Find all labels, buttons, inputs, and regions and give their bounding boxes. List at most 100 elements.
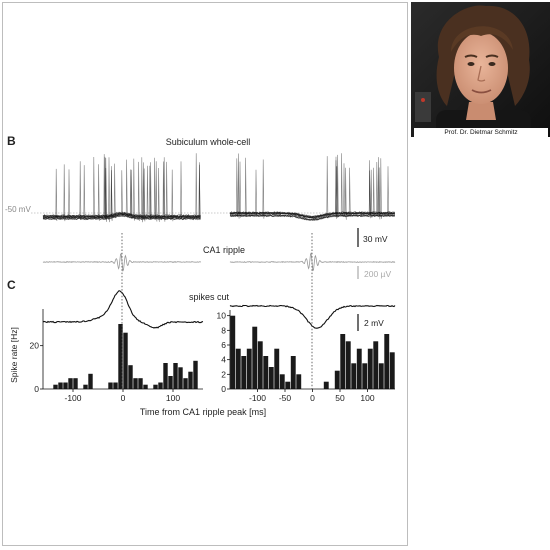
whole-cell-traces-left	[42, 153, 201, 223]
y-tick-label: 10	[217, 311, 227, 321]
x-tick-label: 100	[166, 393, 180, 403]
scale-ripple-label: 200 µV	[364, 269, 391, 279]
x-tick-label: 0	[121, 393, 126, 403]
figure-svg: B Subiculum whole-cell -50 mV 30 mV CA1 …	[5, 134, 396, 417]
histogram-bar	[230, 315, 236, 389]
histogram-bar	[268, 367, 274, 389]
histogram-bar	[123, 332, 128, 389]
scale-voltage-label: 30 mV	[363, 234, 388, 244]
histogram-bar	[133, 378, 138, 389]
histogram-bar	[340, 334, 346, 389]
histogram-bar	[263, 356, 269, 389]
histogram-bar	[183, 378, 188, 389]
whole-cell-trace	[42, 167, 201, 220]
histogram-bar	[173, 363, 178, 389]
eyebrow-right	[485, 54, 499, 58]
spikes-cut-label: spikes cut	[189, 292, 230, 302]
histogram-bar	[188, 371, 193, 389]
portrait-photo	[411, 2, 550, 137]
x-tick-label: 100	[360, 393, 374, 403]
nose	[477, 65, 486, 82]
histogram-bar	[235, 348, 241, 389]
mouth	[471, 89, 492, 94]
histogram-left: -100 0 100 0 20	[30, 309, 203, 403]
ripple-label: CA1 ripple	[203, 245, 245, 255]
ripple-trace-right	[229, 252, 396, 272]
x-tick-label: 0	[310, 393, 315, 403]
histogram-bar	[334, 370, 340, 389]
histogram-bar	[389, 352, 395, 389]
average-potential-trace-right	[229, 304, 396, 329]
histogram-bar	[153, 384, 158, 389]
histogram-bar	[118, 324, 123, 389]
whole-cell-trace	[229, 160, 396, 220]
panel-c-letter: C	[7, 278, 16, 292]
whole-cell-traces-right	[229, 153, 396, 221]
histogram-bar	[345, 341, 351, 389]
y-tick-label: 20	[30, 341, 40, 351]
histogram-bar	[257, 341, 263, 389]
x-axis-label: Time from CA1 ripple peak [ms]	[140, 407, 266, 417]
whole-cell-trace	[229, 156, 395, 221]
histogram-bar	[58, 382, 63, 389]
x-tick-label: 50	[335, 393, 345, 403]
histogram-bar	[279, 374, 285, 389]
average-potential-trace-left	[42, 290, 204, 329]
histogram-bar	[241, 356, 247, 389]
histogram-bar	[246, 348, 252, 389]
photo-caption: Prof. Dr. Dietmar Schmitz	[414, 128, 548, 137]
eye-right	[488, 62, 496, 66]
histogram-bar	[378, 363, 384, 389]
histogram-bar	[63, 382, 68, 389]
histogram-right: -100 -50 0 50 100 0 2 4 6 8 10	[217, 310, 395, 403]
whole-cell-trace	[229, 160, 396, 221]
figure-panel: B Subiculum whole-cell -50 mV 30 mV CA1 …	[2, 2, 408, 546]
histogram-bar	[108, 382, 113, 389]
scale-potential-label: 2 mV	[364, 318, 384, 328]
histogram-bar	[193, 360, 198, 389]
ripple-trace-left	[42, 252, 202, 272]
histogram-bar	[323, 381, 329, 389]
y-tick-label: 6	[221, 340, 226, 350]
histogram-bar	[373, 341, 379, 389]
histogram-bar	[362, 363, 368, 389]
whole-cell-trace	[42, 157, 201, 223]
portrait-svg	[411, 2, 550, 137]
whole-cell-trace	[42, 153, 201, 219]
histogram-bar	[384, 334, 390, 389]
x-tick-label: -100	[249, 393, 266, 403]
whole-cell-trace	[42, 157, 201, 223]
histogram-bar	[285, 381, 291, 389]
histogram-bar	[68, 378, 73, 389]
histogram-bar	[252, 326, 258, 389]
histogram-bar	[351, 363, 357, 389]
histogram-bar	[296, 374, 302, 389]
histogram-bar	[274, 348, 280, 389]
histogram-bar	[367, 348, 373, 389]
neck	[466, 102, 496, 120]
histogram-bar	[113, 382, 118, 389]
lab-equipment	[415, 92, 431, 122]
y-tick-label: 0	[221, 384, 226, 394]
histogram-bar	[138, 378, 143, 389]
eye-left	[467, 62, 475, 66]
histogram-bar	[356, 348, 362, 389]
histogram-bar	[290, 356, 296, 389]
y-tick-label: 8	[221, 325, 226, 335]
histogram-bar	[168, 376, 173, 389]
histogram-bar	[158, 382, 163, 389]
x-tick-label: -100	[64, 393, 81, 403]
y-tick-label: 0	[34, 384, 39, 394]
histogram-bar	[178, 367, 183, 389]
histogram-bar	[88, 373, 93, 389]
x-tick-label: -50	[279, 393, 292, 403]
hair-front	[451, 26, 513, 52]
panel-b-letter: B	[7, 134, 16, 148]
histogram-bar	[128, 365, 133, 389]
level-label: -50 mV	[5, 205, 31, 214]
histogram-bar	[163, 363, 168, 389]
histogram-bar	[143, 384, 148, 389]
lab-light-red	[421, 98, 425, 102]
panel-b-title: Subiculum whole-cell	[166, 137, 251, 147]
whole-cell-trace	[229, 156, 395, 219]
